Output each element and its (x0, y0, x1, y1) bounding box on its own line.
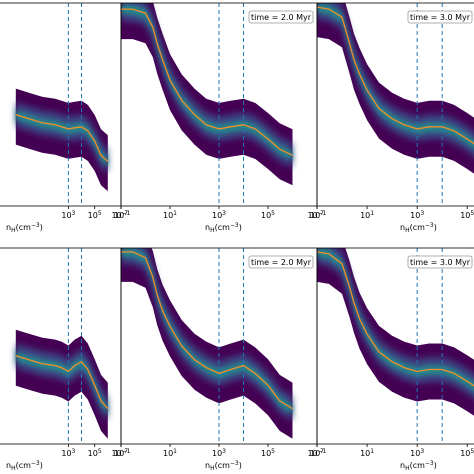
median-curve (15, 355, 109, 410)
density-cloud (121, 3, 293, 186)
x-tick-label: 10−1 (307, 448, 326, 458)
axes-frame (316, 2, 474, 207)
time-annotation: time = 3.0 Myr (410, 13, 471, 22)
median-curve (15, 113, 109, 162)
time-annotation: time = 2.0 Myr (251, 13, 312, 22)
x-tick-label: 10−1 (307, 210, 326, 220)
panel-bottom-right: time = 3.0 Myr 10−1 101 103 105 nH(cm−3) (307, 247, 474, 472)
x-tick-label: 101 (360, 448, 374, 458)
panel-bottom-middle: time = 2.0 Myr 10−1 101 103 105 107 nH(cm−3) (111, 247, 324, 472)
density-core (121, 248, 293, 414)
x-axis-label: nH(cm−3) (6, 460, 43, 472)
density-cloud (121, 248, 293, 439)
density-mid (317, 3, 474, 156)
x-tick-label: 103 (410, 210, 424, 220)
time-annotation-box (248, 10, 314, 24)
time-annotation-box (407, 10, 473, 24)
median-curve (317, 6, 474, 145)
density-core (15, 110, 108, 167)
x-tick-label: 105 (261, 448, 275, 458)
x-tick-label: 101 (163, 448, 177, 458)
time-annotation-box (407, 255, 473, 269)
x-tick-label: 10−1 (111, 210, 130, 220)
median-curve (121, 8, 293, 156)
x-tick-label: 103 (61, 210, 75, 220)
x-axis-label: nH(cm−3) (6, 222, 43, 234)
time-annotation: time = 2.0 Myr (251, 258, 312, 267)
x-axis-label: nH(cm−3) (400, 222, 437, 234)
density-core (15, 351, 108, 414)
x-tick-label: 105 (460, 210, 474, 220)
density-mid (121, 248, 293, 421)
x-tick-label: 107 (310, 448, 324, 458)
x-tick-label: 103 (212, 448, 226, 458)
panel-top-middle: time = 2.0 Myr 10−1 101 103 105 107 nH(cm−3) (111, 2, 324, 234)
x-tick-label: 101 (163, 210, 177, 220)
x-tick-label: 105 (88, 210, 102, 220)
x-tick-label: 105 (88, 448, 102, 458)
panel-top-left: 103 105 107 nH(cm−3) (0, 2, 128, 234)
x-tick-label: 101 (360, 210, 374, 220)
axes-frame (316, 247, 474, 445)
x-tick-label: 103 (212, 210, 226, 220)
x-tick-label: 107 (114, 448, 128, 458)
x-tick-label: 105 (460, 448, 474, 458)
x-tick-label: 103 (61, 448, 75, 458)
panel-top-right: time = 3.0 Myr 10−1 101 103 105 nH(cm−3) (307, 2, 474, 234)
x-tick-label: 105 (261, 210, 275, 220)
x-axis-label: nH(cm−3) (205, 222, 242, 234)
x-axis-label: nH(cm−3) (205, 460, 242, 472)
x-tick-label: 103 (410, 448, 424, 458)
x-tick-label: 107 (310, 210, 324, 220)
x-tick-label: 10−1 (111, 448, 130, 458)
x-axis-label: nH(cm−3) (400, 460, 437, 472)
median-curve (317, 251, 474, 387)
median-curve (121, 251, 293, 410)
x-tick-label: 107 (114, 210, 128, 220)
time-annotation-box (248, 255, 314, 269)
time-annotation: time = 3.0 Myr (410, 258, 471, 267)
density-mid (317, 248, 474, 398)
panel-bottom-left: 103 105 107 nH(cm−3) (0, 247, 128, 472)
